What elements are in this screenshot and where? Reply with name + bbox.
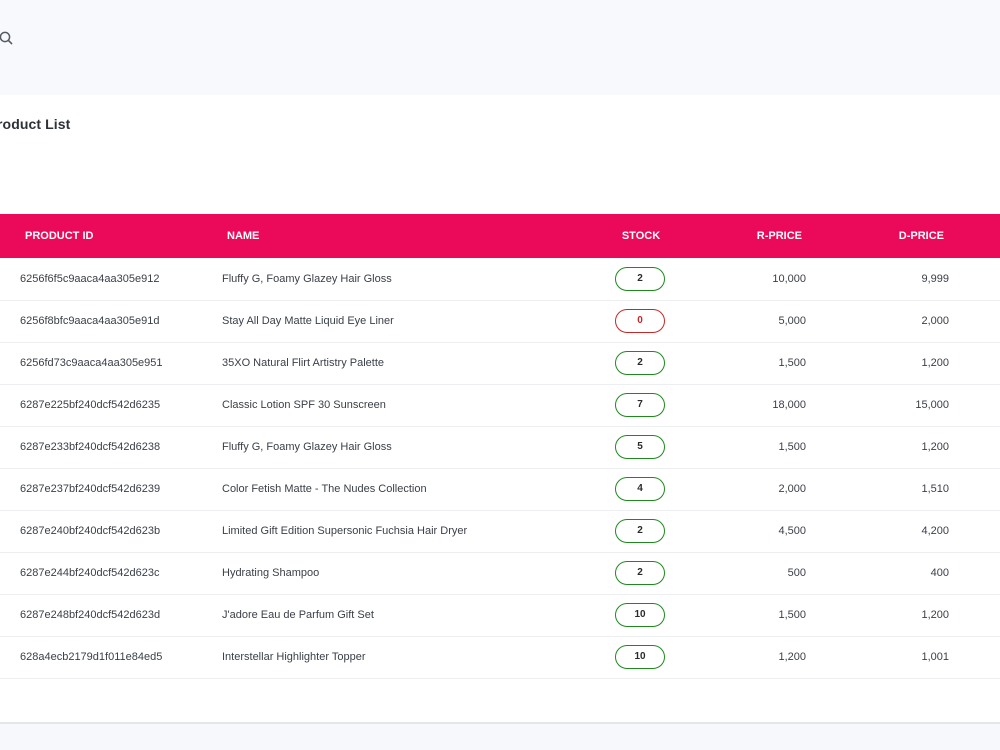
stock-badge: 10: [615, 645, 665, 669]
stock-badge: 10: [615, 603, 665, 627]
product-name-cell: Color Fetish Matte - The Nudes Collectio…: [222, 483, 427, 495]
table-row[interactable]: 628a4ecb2179d1f011e84ed5 Interstellar Hig…: [0, 636, 1000, 678]
table-row[interactable]: 6287e244bf240dcf542d623c Hydrating Shampo…: [0, 552, 1000, 594]
product-id-cell: 6287e244bf240dcf542d623c: [20, 567, 160, 579]
product-id-cell: 6256fd73c9aaca4aa305e951: [20, 357, 163, 369]
stock-cell: 0: [600, 300, 680, 342]
column-header-product-id[interactable]: PRODUCT ID: [25, 230, 94, 242]
table-body: 6256f6f5c9aaca4aa305e912 Fluffy G, Foamy …: [0, 258, 1000, 678]
r-price-cell: 5,000: [778, 315, 806, 327]
stock-badge: 7: [615, 393, 665, 417]
product-name-cell: Fluffy G, Foamy Glazey Hair Gloss: [222, 441, 392, 453]
stock-cell: 10: [600, 594, 680, 636]
page-title: roduct List: [0, 116, 71, 132]
stock-cell: 5: [600, 426, 680, 468]
r-price-cell: 1,500: [778, 441, 806, 453]
product-name-cell: Limited Gift Edition Supersonic Fuchsia …: [222, 525, 468, 537]
product-table: PRODUCT ID NAME STOCK R-PRICE D-PRICE 62…: [0, 214, 1000, 679]
r-price-cell: 1,500: [778, 357, 806, 369]
product-name-cell: Stay All Day Matte Liquid Eye Liner: [222, 315, 394, 327]
product-name-cell: Hydrating Shampoo: [222, 567, 320, 579]
table-row[interactable]: 6256f8bfc9aaca4aa305e91d Stay All Day Mat…: [0, 300, 1000, 342]
stock-cell: 4: [600, 468, 680, 510]
product-name-cell: J'adore Eau de Parfum Gift Set: [222, 609, 374, 621]
d-price-cell: 1,200: [921, 441, 949, 453]
r-price-cell: 4,500: [778, 525, 806, 537]
stock-cell: 2: [600, 342, 680, 384]
d-price-cell: 15,000: [915, 399, 949, 411]
r-price-cell: 1,500: [778, 609, 806, 621]
table-row[interactable]: 6256fd73c9aaca4aa305e951 35XO Natural Fli…: [0, 342, 1000, 384]
r-price-cell: 1,200: [778, 651, 806, 663]
product-id-cell: 6287e237bf240dcf542d6239: [20, 483, 161, 495]
table-row[interactable]: 6287e233bf240dcf542d6238 Fluffy G, Foamy …: [0, 426, 1000, 468]
column-header-d-price[interactable]: D-PRICE: [898, 230, 944, 242]
stock-badge: 5: [615, 435, 665, 459]
d-price-cell: 400: [930, 567, 949, 579]
table-row[interactable]: 6256f6f5c9aaca4aa305e912 Fluffy G, Foamy …: [0, 258, 1000, 300]
stock-badge: 4: [615, 477, 665, 501]
stock-cell: 2: [600, 510, 680, 552]
table-row[interactable]: 6287e248bf240dcf542d623d J'adore Eau de P…: [0, 594, 1000, 636]
r-price-cell: 500: [787, 567, 806, 579]
table-row[interactable]: 6287e237bf240dcf542d6239 Color Fetish Mat…: [0, 468, 1000, 510]
product-name-cell: Classic Lotion SPF 30 Sunscreen: [222, 399, 386, 411]
search-icon: [0, 31, 13, 45]
stock-badge: 2: [615, 266, 665, 291]
table-header: PRODUCT ID NAME STOCK R-PRICE D-PRICE: [0, 214, 1000, 258]
product-id-cell: 628a4ecb2179d1f011e84ed5: [20, 651, 163, 663]
d-price-cell: 4,200: [921, 525, 949, 537]
column-header-name[interactable]: NAME: [227, 230, 260, 242]
product-id-cell: 6287e233bf240dcf542d6238: [20, 441, 161, 453]
stock-badge: 2: [615, 519, 665, 543]
product-name-cell: 35XO Natural Flirt Artistry Palette: [222, 357, 384, 369]
stock-badge: 0: [615, 309, 665, 333]
d-price-cell: 9,999: [921, 272, 949, 285]
product-id-cell: 6287e225bf240dcf542d6235: [20, 399, 161, 411]
top-bar: [0, 0, 1000, 95]
r-price-cell: 10,000: [772, 272, 806, 285]
stock-cell: 2: [600, 258, 680, 300]
stock-cell: 7: [600, 384, 680, 426]
stock-cell: 2: [600, 552, 680, 594]
d-price-cell: 2,000: [921, 315, 949, 327]
d-price-cell: 1,200: [921, 609, 949, 621]
table-row[interactable]: 6287e225bf240dcf542d6235 Classic Lotion S…: [0, 384, 1000, 426]
product-id-cell: 6287e248bf240dcf542d623d: [20, 609, 161, 621]
d-price-cell: 1,001: [921, 651, 949, 663]
product-name-cell: Interstellar Highlighter Topper: [222, 651, 366, 663]
column-header-r-price[interactable]: R-PRICE: [756, 230, 802, 242]
stock-badge: 2: [615, 561, 665, 585]
r-price-cell: 18,000: [772, 399, 806, 411]
d-price-cell: 1,510: [921, 483, 949, 495]
column-header-stock[interactable]: STOCK: [621, 230, 661, 242]
r-price-cell: 2,000: [778, 483, 806, 495]
stock-cell: 10: [600, 636, 680, 678]
product-list-card: [0, 95, 1000, 724]
table-header-row: PRODUCT ID NAME STOCK R-PRICE D-PRICE: [0, 214, 1000, 258]
table-row[interactable]: 6287e240bf240dcf542d623b Limited Gift Edi…: [0, 510, 1000, 552]
product-id-cell: 6256f8bfc9aaca4aa305e91d: [20, 315, 160, 327]
stock-badge: 2: [615, 351, 665, 375]
product-id-cell: 6287e240bf240dcf542d623b: [20, 525, 161, 537]
product-name-cell: Fluffy G, Foamy Glazey Hair Gloss: [222, 272, 392, 285]
d-price-cell: 1,200: [921, 357, 949, 369]
search-button[interactable]: [0, 28, 16, 48]
product-id-cell: 6256f6f5c9aaca4aa305e912: [20, 272, 160, 285]
